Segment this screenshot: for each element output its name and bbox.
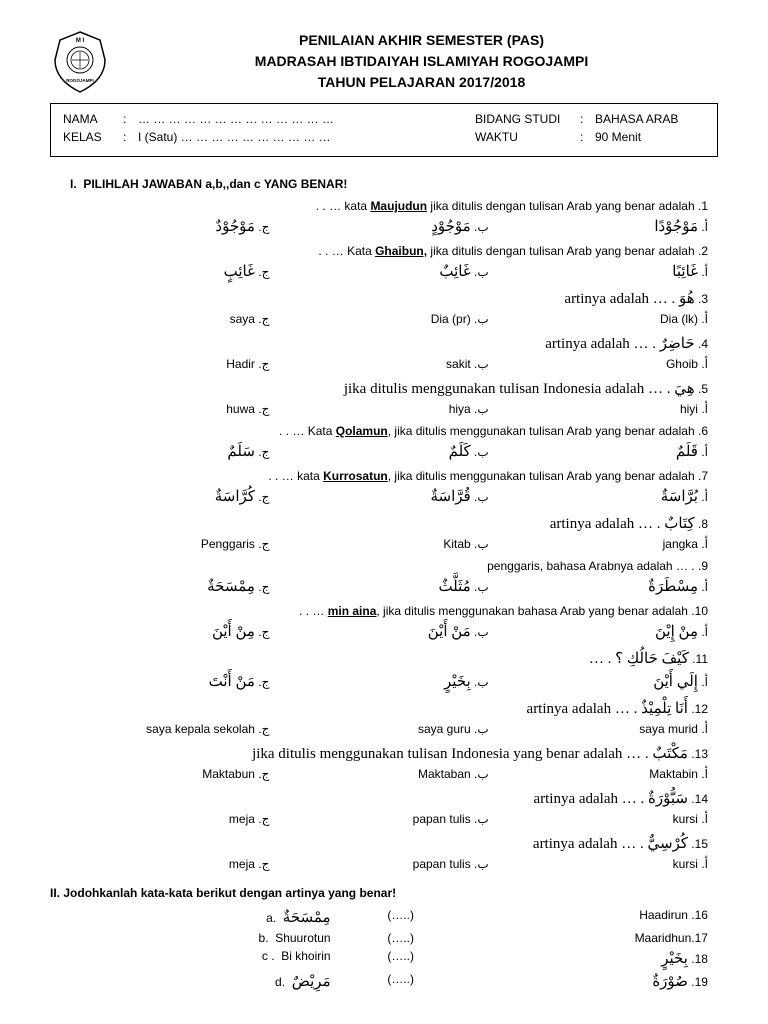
question-9-options: أ. مِسْطَرَةٌ ب. مُثَلَّثٌ ج. مِمْسَحَةٌ (50, 577, 718, 596)
question-10: 10. min aina, jika ditulis menggunakan b… (50, 604, 718, 618)
question-7: 7. kata Kurrosatun, jika ditulis menggun… (50, 469, 718, 483)
bidang-value: BAHASA ARAB (595, 112, 705, 126)
question-6: 6. Kata Qolamun, jika ditulis menggunaka… (50, 424, 718, 438)
waktu-label: WAKTU (475, 130, 580, 144)
question-9: 9. . … penggaris, bahasa Arabnya adalah (50, 559, 718, 573)
logo-bottom-text: ROGOJAMPI (66, 78, 94, 83)
header-line-2: MADRASAH IBTIDAIYAH ISLAMIYAH ROGOJAMPI (125, 51, 718, 72)
colon: : (580, 130, 595, 144)
bidang-label: BIDANG STUDI (475, 112, 580, 126)
question-14-options: أ. kursi ب. papan tulis ج. meja (50, 812, 718, 826)
match-row-19: d. مَرِيْضٌ (…..) 19. صُوْرَةٌ (50, 972, 718, 991)
waktu-value: 90 Menit (595, 130, 705, 144)
question-8: 8. كِتَابٌ . … artinya adalah (50, 514, 718, 533)
question-11-options: أ. إِلَي أَيْنَ ب. بِخَيْرٍ ج. مَنْ أَنْ… (50, 672, 718, 691)
section-2-title: II. Jodohkanlah kata-kata berikut dengan… (50, 886, 718, 900)
colon: : (580, 112, 595, 126)
question-1-options: أ. مَوْجُوْدًا ب. مَوْجُوْدٍ ج. مَوْجُوْ… (50, 217, 718, 236)
question-10-options: أ. مِنْ إِيْنَ ب. مَنْ أَيْنَ ج. مِنْ أَ… (50, 622, 718, 641)
question-2: 2. Kata Ghaibun, jika ditulis dengan tul… (50, 244, 718, 258)
header-line-1: PENILAIAN AKHIR SEMESTER (PAS) (125, 30, 718, 51)
question-12: 12. أَنَا تِلْمِيْذٌ . … artinya adalah (50, 699, 718, 718)
info-box: NAMA : … … … … … … … … … … … … … BIDANG … (50, 103, 718, 157)
question-4-options: أ. Ghoib ب. sakit ج. Hadir (50, 357, 718, 371)
question-15: 15. كُرْسِيٌّ . … artinya adalah (50, 834, 718, 853)
question-12-options: أ. saya murid ب. saya guru ج. saya kepal… (50, 722, 718, 736)
question-8-options: أ. jangka ب. Kitab ج. Penggaris (50, 537, 718, 551)
section-1-title: I. PILIHLAH JAWABAN a,b,,dan c YANG BENA… (70, 177, 718, 191)
question-1: 1. kata Maujudun jika ditulis dengan tul… (50, 199, 718, 213)
match-row-16: a. مِمْسَحَةٌ (…..) 16. Haadirun (50, 908, 718, 927)
question-2-options: أ. غَائِبًا ب. غَائِبٌ ج. غَائِبٍ (50, 262, 718, 281)
question-4: 4. حَاضِرٌ . … artinya adalah (50, 334, 718, 353)
colon: : (123, 130, 138, 144)
question-7-options: أ. بُرَّاسَةٌ ب. قُرَّاسَةٌ ج. كُرَّاسَة… (50, 487, 718, 506)
school-logo: M I ROGOJAMPI (50, 30, 110, 95)
colon: : (123, 112, 138, 126)
question-13: 13. مَكْتَبٌ . … jika ditulis menggunaka… (50, 744, 718, 763)
question-3: 3. هُوَ . … artinya adalah (50, 289, 718, 308)
question-15-options: أ. kursi ب. papan tulis ج. meja (50, 857, 718, 871)
kelas-label: KELAS (63, 130, 123, 144)
document-header: M I ROGOJAMPI PENILAIAN AKHIR SEMESTER (… (50, 30, 718, 95)
question-13-options: أ. Maktabin ب. Maktaban ج. Maktabun (50, 767, 718, 781)
nama-value: … … … … … … … … … … … … … (138, 112, 475, 126)
question-3-options: أ. Dia (lk) ب. Dia (pr) ج. saya (50, 312, 718, 326)
logo-top-text: M I (76, 38, 85, 44)
kelas-value: I (Satu) … … … … … … … … … … (138, 130, 475, 144)
match-row-18: c . Bi khoirin (…..) 18. بِخَيْرٍ (50, 949, 718, 968)
header-line-3: TAHUN PELAJARAN 2017/2018 (125, 72, 718, 93)
question-11: 11. كَيْفَ حَالُكِ ؟ . … (50, 649, 718, 668)
nama-label: NAMA (63, 112, 123, 126)
question-14: 14. سَبُّوْرَةٌ . … artinya adalah (50, 789, 718, 808)
question-5-options: أ. hiyi ب. hiya ج. huwa (50, 402, 718, 416)
question-6-options: أ. قَلَمٌ ب. كَلَمٌ ج. سَلَمٌ (50, 442, 718, 461)
question-5: 5. هِيَ . … jika ditulis menggunakan tul… (50, 379, 718, 398)
match-row-17: b. Shuurotun (…..) 17.Maaridhun (50, 931, 718, 945)
